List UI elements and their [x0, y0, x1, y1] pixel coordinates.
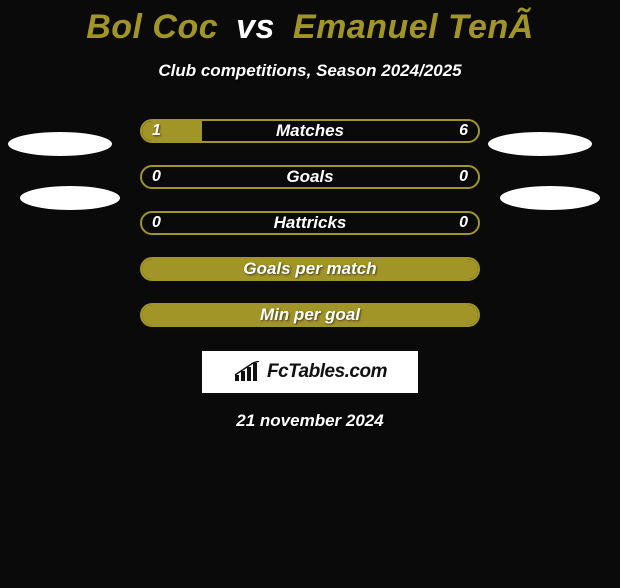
avatar-oval — [8, 132, 112, 156]
stat-label: Goals — [142, 167, 478, 187]
bars-icon — [233, 361, 261, 383]
stat-label: Matches — [142, 121, 478, 141]
fctables-logo: FcTables.com — [202, 351, 418, 393]
logo-text: FcTables.com — [267, 361, 387, 383]
stat-label: Min per goal — [142, 305, 478, 325]
date-text: 21 november 2024 — [0, 411, 620, 431]
stat-row: 16Matches — [140, 119, 480, 143]
stat-row: Min per goal — [140, 303, 480, 327]
avatar-oval — [20, 186, 120, 210]
avatar-oval — [488, 132, 592, 156]
stat-row: 00Goals — [140, 165, 480, 189]
stat-row: Goals per match — [140, 257, 480, 281]
player2-name: Emanuel TenÃ — [293, 8, 534, 46]
stat-label: Hattricks — [142, 213, 478, 233]
stat-label: Goals per match — [142, 259, 478, 279]
avatar-oval — [500, 186, 600, 210]
comparison-title: Bol Coc vs Emanuel TenÃ — [0, 8, 620, 47]
player1-name: Bol Coc — [86, 8, 218, 46]
stat-row: 00Hattricks — [140, 211, 480, 235]
subtitle: Club competitions, Season 2024/2025 — [0, 61, 620, 81]
vs-text: vs — [228, 8, 283, 46]
